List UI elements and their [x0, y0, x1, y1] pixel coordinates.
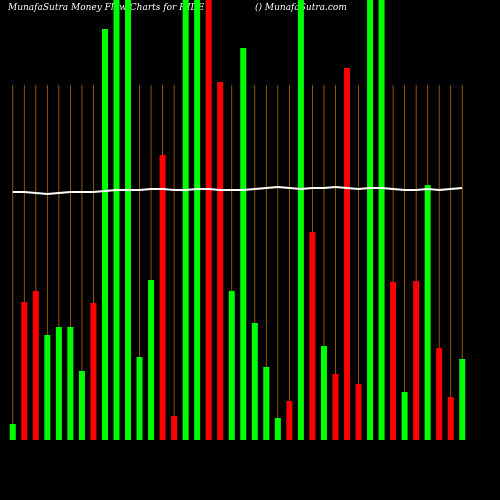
bar: [101, 29, 108, 440]
bar: [343, 68, 350, 440]
bar: [367, 0, 374, 440]
bar: [136, 357, 143, 440]
bar: [240, 48, 247, 440]
bar: [320, 346, 327, 440]
bar: [251, 323, 258, 440]
bar: [263, 367, 270, 440]
bar: [32, 291, 39, 440]
bar: [171, 416, 178, 440]
bar: [413, 281, 420, 440]
bar: [90, 303, 97, 440]
bar: [159, 155, 166, 440]
bar: [228, 291, 235, 440]
bar: [194, 0, 201, 440]
bar: [78, 371, 85, 440]
bar: [113, 0, 120, 440]
bar: [459, 359, 466, 440]
bar: [9, 424, 16, 440]
chart-title: MunafaSutra Money Flow Charts for HIDE: [7, 3, 205, 13]
bar: [286, 401, 293, 440]
bar: [67, 327, 74, 440]
bar: [55, 327, 62, 440]
bar: [447, 397, 454, 440]
bar: [355, 384, 362, 440]
bar: [378, 0, 385, 440]
bar: [182, 0, 189, 440]
bar: [125, 0, 132, 440]
bar: [332, 374, 339, 440]
bar: [424, 185, 431, 440]
bar: [297, 0, 304, 440]
bar: [274, 418, 281, 440]
money-flow-line: [12, 185, 463, 196]
bar: [401, 392, 408, 440]
bar: [217, 82, 224, 440]
bar: [148, 280, 155, 440]
bar: [44, 335, 51, 440]
bar: [21, 302, 28, 440]
bar: [309, 232, 316, 440]
bar: [390, 282, 397, 440]
bar: [436, 348, 443, 440]
bar: [205, 0, 212, 440]
